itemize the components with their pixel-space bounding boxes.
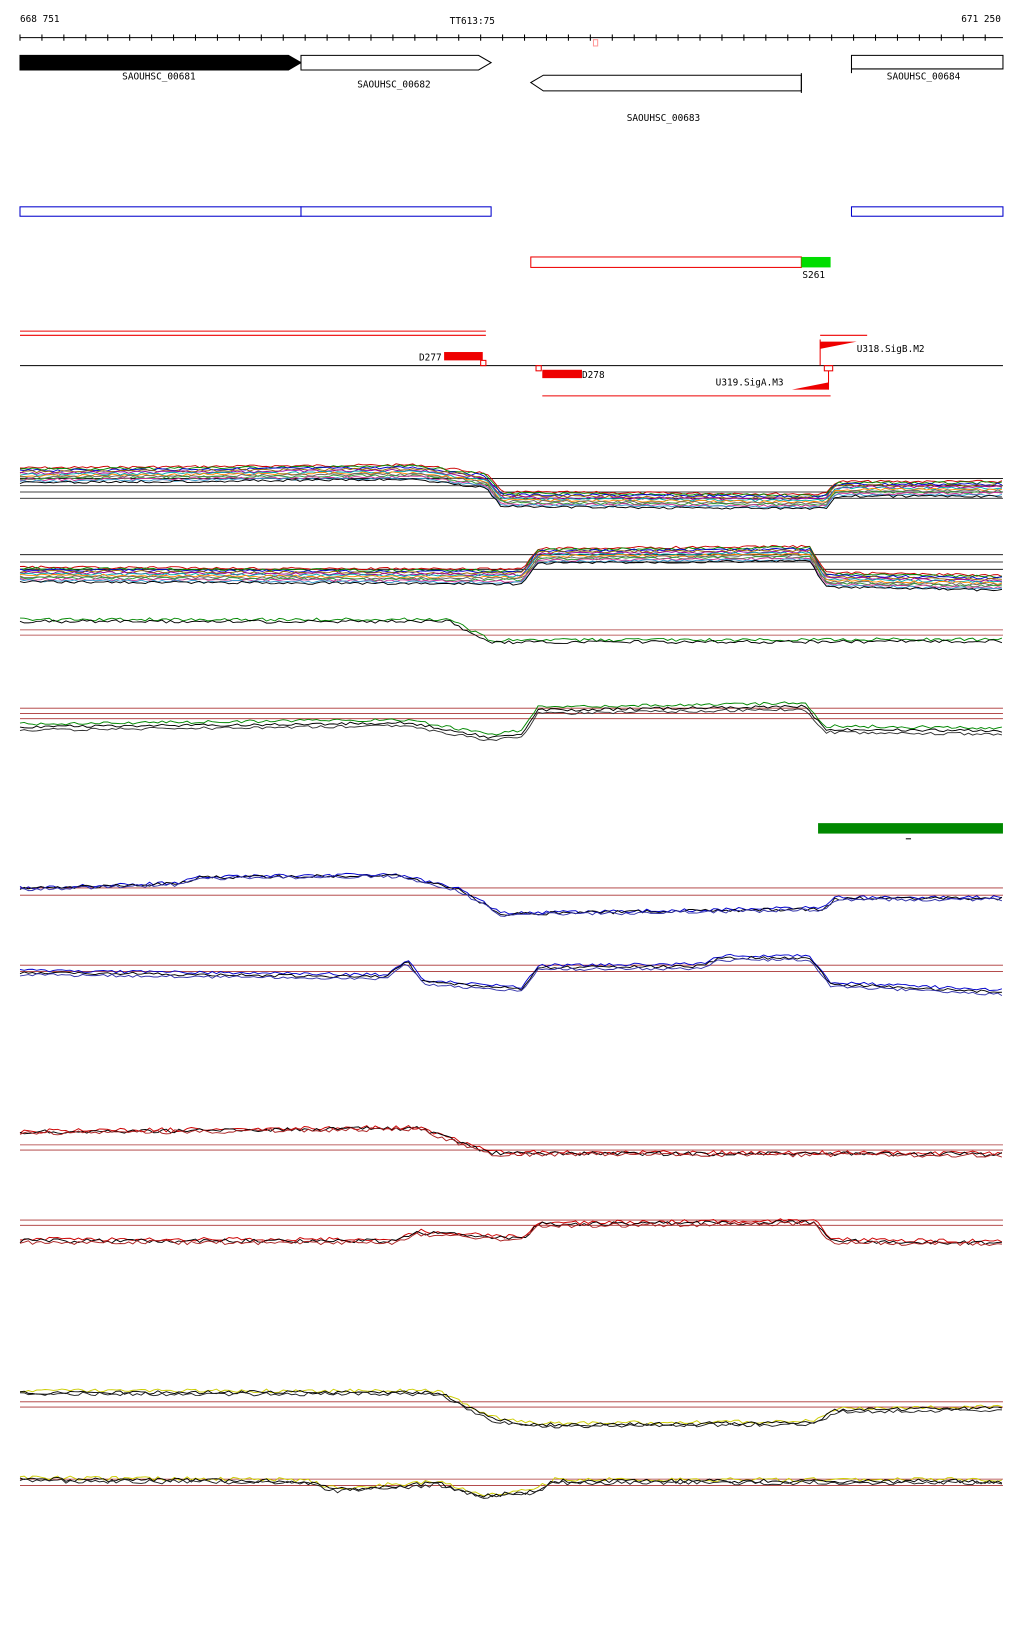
- trace-line: [19, 559, 1003, 592]
- ruler: 668 751 TT613:75 671 250: [19, 14, 1003, 47]
- green-bar: [818, 823, 1003, 834]
- trace-line: [19, 874, 1003, 917]
- track: [19, 544, 1003, 592]
- track: [19, 1218, 1003, 1247]
- gene-label: SAOUHSC_00682: [357, 80, 431, 91]
- track: [19, 1475, 1003, 1499]
- expression-tracks: [19, 463, 1003, 1499]
- blue-box: [850, 206, 1004, 217]
- gene-arrow: [19, 54, 303, 71]
- red-box: [530, 256, 802, 268]
- trace-line: [19, 617, 1003, 643]
- trace-line: [19, 1475, 1003, 1497]
- track: [19, 872, 1003, 917]
- trace-line: [19, 1391, 1002, 1429]
- trace-line: [19, 1124, 1003, 1156]
- gene-label: SAOUHSC_00684: [887, 71, 961, 82]
- gene-label: SAOUHSC_00683: [627, 113, 701, 124]
- track: [19, 701, 1003, 741]
- blue-box: [300, 206, 492, 217]
- d277-end: [480, 359, 487, 367]
- genes: SAOUHSC_00681 SAOUHSC_00682 SAOUHSC_0068…: [19, 54, 1004, 124]
- trace-line: [19, 470, 1002, 503]
- trace-line: [19, 551, 1002, 584]
- d278-box: [542, 369, 582, 379]
- trace-line: [19, 554, 1003, 586]
- trace-line: [19, 547, 1002, 580]
- trace-line: [19, 474, 1002, 506]
- track: [19, 617, 1003, 645]
- trace-line: [19, 471, 1003, 504]
- operon-track: D277 D278 U318.SigB.M2 U319.SigA.M3: [19, 330, 1003, 397]
- d277-box: [444, 352, 483, 361]
- gene-arrow: [529, 74, 802, 92]
- gene-label: SAOUHSC_00681: [122, 71, 196, 82]
- feature-label: U319.SigA.M3: [716, 377, 784, 388]
- feature-track: S261: [530, 256, 831, 281]
- trace-line: [19, 1126, 1003, 1158]
- feature-label: D278: [582, 370, 605, 381]
- trace-line: [19, 468, 1003, 501]
- promoter-flag: [791, 382, 829, 390]
- trace-line: [19, 704, 1003, 739]
- trace-line: [19, 619, 1003, 645]
- feature-label: U318.SigB.M2: [857, 344, 925, 355]
- gene-arrow: [300, 54, 493, 71]
- promoter-box: [823, 365, 834, 372]
- trace-line: [19, 548, 1002, 581]
- ruler-marker: TT613:75: [450, 16, 495, 27]
- trace-line: [19, 1390, 1003, 1427]
- gene-box: [850, 54, 1004, 74]
- ruler-end: 671 250: [961, 14, 1001, 25]
- feature-label: D277: [419, 352, 442, 363]
- trace-line: [19, 955, 1002, 993]
- promoter-flag: [820, 341, 857, 349]
- trace-line: [19, 1221, 1002, 1247]
- feature-label: S261: [802, 270, 825, 281]
- trace-line: [19, 1388, 1003, 1426]
- trace-line: [19, 478, 1002, 510]
- track: [19, 1124, 1003, 1158]
- blue-box: [19, 206, 302, 217]
- trace-line: [19, 707, 1003, 741]
- track: [19, 463, 1003, 510]
- trace-line: [19, 701, 1003, 736]
- marker-box: [592, 39, 599, 47]
- track: [19, 1388, 1003, 1429]
- d278-end: [535, 365, 542, 372]
- trace-line: [19, 476, 1003, 509]
- trace-line: [19, 1218, 1003, 1244]
- trace-line: [19, 872, 1003, 915]
- trace-line: [19, 953, 1003, 992]
- trace-line: [19, 557, 1003, 590]
- blue-track: [19, 206, 1004, 217]
- trace-line: [19, 1478, 1003, 1499]
- track: [19, 953, 1003, 996]
- green-box: [801, 256, 831, 268]
- trace-line: [19, 958, 1003, 996]
- ruler-start: 668 751: [20, 14, 60, 25]
